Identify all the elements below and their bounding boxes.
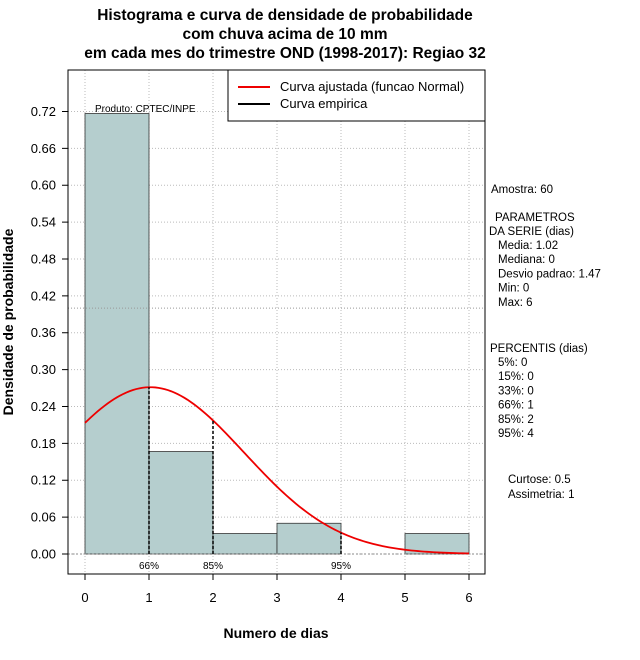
- percentile-marker-label: 95%: [331, 561, 351, 572]
- x-tick-label: 2: [209, 590, 216, 605]
- histogram-bar: [84, 113, 150, 555]
- shape-stat: Assimetria: 1: [508, 489, 574, 501]
- percentis-title: PERCENTIS (dias): [490, 343, 588, 355]
- param-value: Min: 0: [498, 283, 529, 295]
- shape-stat: Curtose: 0.5: [508, 474, 571, 486]
- y-tick-label: 0.24: [31, 399, 56, 414]
- params-title: PARAMETROS: [495, 212, 575, 224]
- chart-title-line: em cada mes do trimestre OND (1998-2017)…: [84, 45, 485, 62]
- y-tick-label: 0.48: [31, 251, 56, 266]
- sample-size: Amostra: 60: [491, 184, 553, 196]
- chart-title-line: Histograma e curva de densidade de proba…: [97, 7, 473, 24]
- percentile-value: 5%: 0: [498, 357, 527, 369]
- histogram-bar: [148, 451, 214, 555]
- x-tick-label: 1: [145, 590, 152, 605]
- y-tick-label: 0.60: [31, 178, 56, 193]
- percentile-value: 33%: 0: [498, 385, 534, 397]
- y-tick-label: 0.06: [31, 510, 56, 525]
- legend-empirical-label: Curva empirica: [280, 96, 368, 111]
- y-tick-label: 0.72: [31, 104, 56, 119]
- percentile-marker-label: 85%: [203, 561, 223, 572]
- product-label: Produto: CPTEC/INPE: [95, 104, 196, 115]
- x-axis-label: Numero de dias: [223, 625, 328, 641]
- param-value: Media: 1.02: [498, 240, 558, 252]
- legend-normal-label: Curva ajustada (funcao Normal): [280, 79, 464, 94]
- x-tick-label: 3: [273, 590, 280, 605]
- param-value: Max: 6: [498, 297, 533, 309]
- y-tick-label: 0.30: [31, 362, 56, 377]
- y-tick-label: 0.54: [31, 215, 56, 230]
- percentile-marker-label: 66%: [139, 561, 159, 572]
- x-tick-label: 5: [401, 590, 408, 605]
- histogram-bar: [212, 533, 278, 555]
- histogram-bar: [276, 522, 342, 555]
- percentile-value: 95%: 4: [498, 428, 534, 440]
- y-tick-label: 0.36: [31, 325, 56, 340]
- y-tick-label: 0.18: [31, 436, 56, 451]
- y-tick-label: 0.00: [31, 547, 56, 562]
- percentile-value: 85%: 2: [498, 414, 534, 426]
- chart-title-line: com chuva acima de 10 mm: [182, 26, 387, 43]
- percentile-value: 15%: 0: [498, 371, 534, 383]
- y-axis-label: Densidade de probabilidade: [0, 228, 16, 415]
- y-tick-label: 0.66: [31, 141, 56, 156]
- x-tick-label: 4: [337, 590, 344, 605]
- x-tick-label: 6: [465, 590, 472, 605]
- param-value: Mediana: 0: [498, 254, 555, 266]
- legend-box: [227, 69, 486, 122]
- y-tick-label: 0.42: [31, 288, 56, 303]
- params-subtitle: DA SERIE (dias): [489, 226, 574, 238]
- y-tick-label: 0.12: [31, 473, 56, 488]
- percentile-value: 66%: 1: [498, 400, 534, 412]
- x-tick-label: 0: [81, 590, 88, 605]
- param-value: Desvio padrao: 1.47: [498, 268, 601, 280]
